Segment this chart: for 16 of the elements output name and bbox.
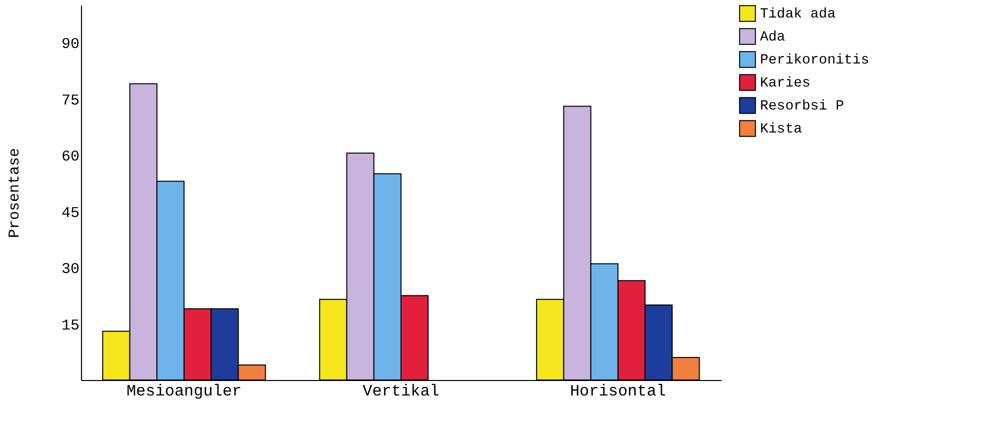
legend-label: Karies [760, 76, 810, 92]
y-axis-title: Prosentase [6, 148, 24, 238]
y-tick-label: 15 [61, 317, 80, 334]
y-tick-label: 75 [61, 92, 80, 110]
x-tick-label: Horisontal [570, 382, 666, 400]
y-tick-label: 60 [61, 148, 80, 166]
legend-label: Resorbsi P [760, 98, 844, 114]
legend-label: Ada [760, 30, 786, 46]
legend-label: Tidak ada [760, 6, 836, 22]
legend-label: Kista [760, 122, 802, 138]
y-tick-label: 30 [61, 261, 80, 278]
x-tick-label: Mesioanguler [126, 382, 242, 400]
legend-label: Perikoronitis [760, 52, 870, 68]
x-tick-label: Vertikal [362, 382, 440, 400]
y-tick-label: 90 [61, 36, 80, 53]
y-tick-label: 45 [61, 204, 80, 222]
